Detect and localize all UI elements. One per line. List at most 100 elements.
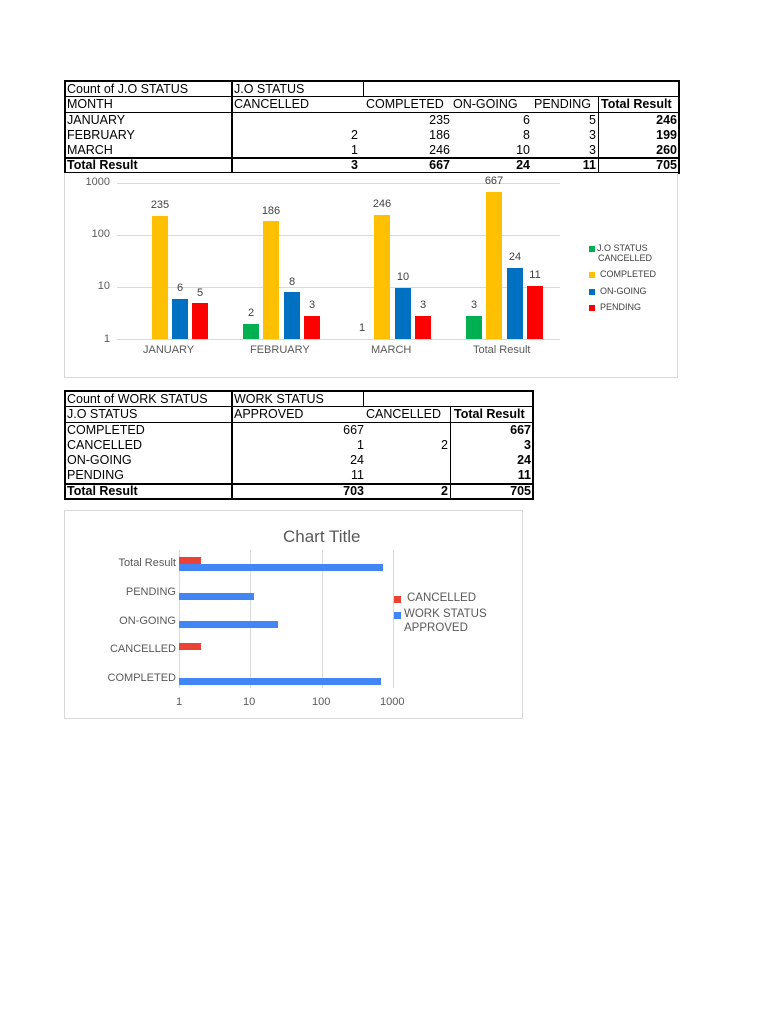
- cell-value: 8: [523, 128, 530, 142]
- data-label: 24: [508, 251, 522, 263]
- data-label: 3: [308, 299, 316, 311]
- bar-pending: [527, 286, 543, 339]
- cell-value: 235: [429, 113, 450, 127]
- divider: [363, 82, 364, 97]
- cell-value: 10: [516, 143, 530, 157]
- legend-label: APPROVED: [404, 622, 468, 634]
- row-total: 246: [656, 113, 677, 127]
- column-header: CANCELLED: [234, 97, 310, 111]
- gridline: [250, 550, 251, 688]
- x-tick: 1: [176, 696, 183, 708]
- legend-label: ON-GOING: [600, 286, 647, 296]
- cell-value: 1: [351, 143, 358, 157]
- row-label: FEBRUARY: [67, 128, 135, 142]
- cell-value: 3: [589, 143, 596, 157]
- row-total: 260: [656, 143, 677, 157]
- legend-label: J.O STATUS: [597, 243, 648, 253]
- legend-swatch-completed: [589, 272, 595, 278]
- data-label: 1: [358, 322, 366, 334]
- cell-value: 24: [516, 158, 530, 172]
- cell-value: 3: [589, 128, 596, 142]
- divider: [66, 406, 532, 407]
- bar-completed: [263, 221, 279, 339]
- row-header: MONTH: [67, 97, 113, 111]
- bar-approved: [179, 621, 278, 628]
- data-label: 3: [470, 299, 478, 311]
- bar-pending: [415, 316, 431, 339]
- divider: [66, 483, 532, 485]
- bar-pending: [304, 316, 320, 339]
- bar-cancelled: [466, 316, 482, 339]
- x-category-label: FEBRUARY: [250, 344, 310, 356]
- bar-ongoing: [284, 292, 300, 339]
- bar-approved: [179, 678, 381, 685]
- bar-cancelled: [179, 557, 201, 564]
- bar-ongoing: [172, 299, 188, 339]
- cell-value: 186: [429, 128, 450, 142]
- data-label: 2: [247, 307, 255, 319]
- data-label: 667: [484, 175, 504, 187]
- x-tick: 10: [243, 696, 256, 708]
- bar-cancelled: [179, 643, 201, 650]
- cell-value: 667: [343, 423, 364, 437]
- row-label: PENDING: [67, 468, 124, 482]
- legend-label: WORK STATUS: [404, 608, 487, 620]
- bar-pending: [192, 303, 208, 339]
- legend-swatch-ongoing: [589, 289, 595, 295]
- y-category-label: PENDING: [125, 586, 176, 598]
- divider: [450, 407, 451, 498]
- bar-approved: [179, 593, 254, 600]
- axis-baseline: [117, 339, 560, 340]
- cell-value: 246: [429, 143, 450, 157]
- bar-ongoing: [507, 268, 523, 339]
- cell-value: 24: [350, 453, 364, 467]
- grand-total: 705: [656, 158, 677, 172]
- gridline: [322, 550, 323, 688]
- bar-ongoing: [395, 288, 411, 339]
- data-label: 3: [419, 299, 427, 311]
- cell-value: 6: [523, 113, 530, 127]
- gridline: [393, 550, 394, 688]
- y-category-label: CANCELLED: [109, 643, 176, 655]
- cell-value: 667: [429, 158, 450, 172]
- row-total: 199: [656, 128, 677, 142]
- legend-swatch-cancelled: [589, 246, 595, 252]
- data-label: 246: [372, 198, 392, 210]
- bar-completed: [486, 192, 502, 339]
- x-tick: 1000: [380, 696, 405, 708]
- row-label: ON-GOING: [67, 453, 132, 467]
- y-tick: 100: [91, 228, 110, 240]
- legend-swatch-cancelled: [394, 596, 401, 603]
- data-label: 5: [196, 287, 204, 299]
- y-tick: 1: [103, 333, 110, 345]
- cell-value: 11: [351, 468, 364, 482]
- column-group-label: WORK STATUS: [234, 392, 324, 406]
- x-category-label: Total Result: [473, 344, 531, 356]
- row-label: Total Result: [67, 484, 138, 498]
- legend-swatch-pending: [589, 305, 595, 311]
- divider: [231, 392, 233, 498]
- jo-status-pivot-table: Count of J.O STATUS J.O STATUS MONTH CAN…: [64, 80, 680, 174]
- row-total: 667: [510, 423, 531, 437]
- bar-approved: [179, 564, 383, 571]
- divider: [66, 96, 678, 97]
- y-tick: 10: [97, 280, 110, 292]
- row-total: 11: [517, 468, 531, 482]
- row-label: MARCH: [67, 143, 113, 157]
- pivot-corner-label: Count of J.O STATUS: [67, 82, 189, 96]
- divider: [363, 392, 364, 407]
- row-label: JANUARY: [67, 113, 126, 127]
- data-label: 10: [396, 271, 410, 283]
- chart-title: Chart Title: [283, 527, 361, 546]
- grand-total: 705: [510, 484, 531, 498]
- gridline: [117, 287, 560, 288]
- divider: [66, 422, 532, 423]
- divider: [66, 157, 678, 159]
- legend-label: CANCELLED: [598, 253, 653, 263]
- y-category-label: Total Result: [118, 557, 176, 569]
- row-label: CANCELLED: [67, 438, 143, 452]
- legend-label: PENDING: [600, 302, 642, 312]
- cell-value: 3: [351, 158, 358, 172]
- bar-completed: [152, 216, 168, 339]
- data-label: 6: [176, 282, 184, 294]
